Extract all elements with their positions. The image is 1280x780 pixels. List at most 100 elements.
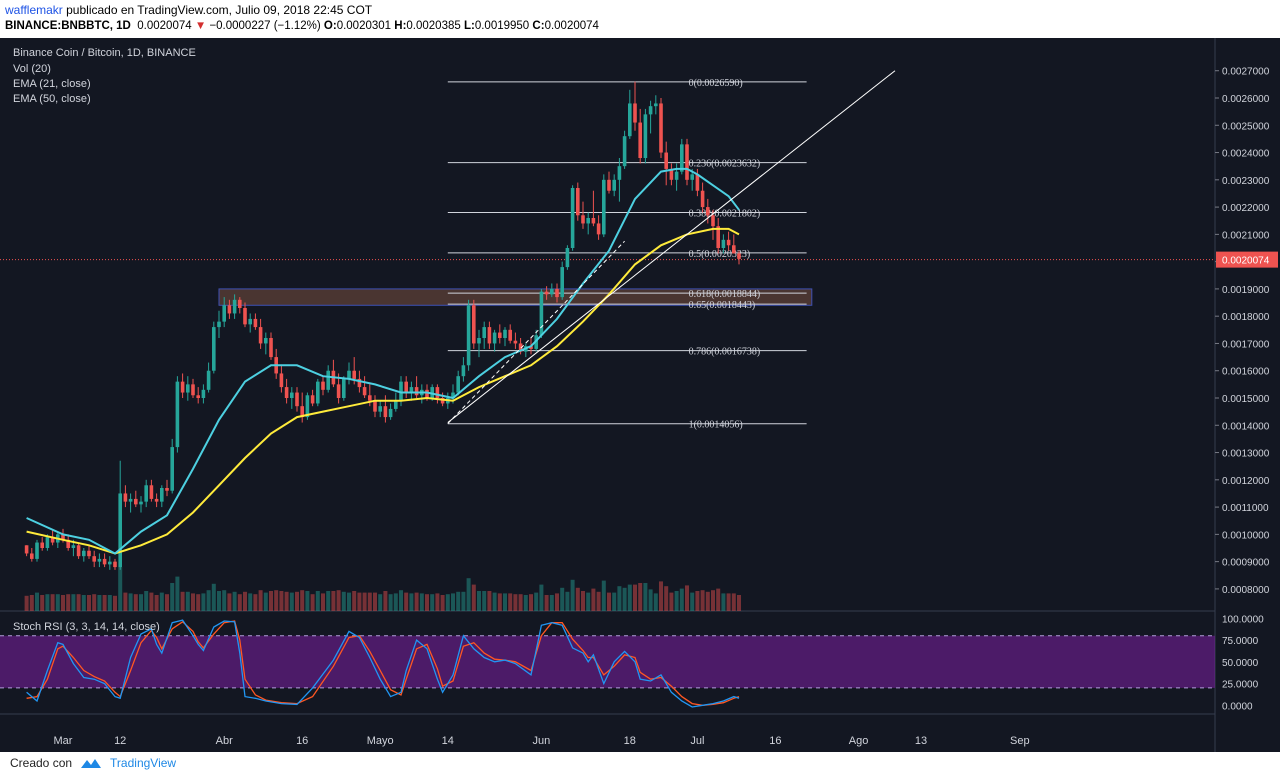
volume-bar <box>726 593 731 611</box>
volume-bar <box>477 591 481 611</box>
candle-body <box>87 550 91 557</box>
candle-body <box>612 179 616 191</box>
stoch-band <box>0 635 1215 688</box>
fib-level-label: 0.618(0.0018844) <box>689 289 761 300</box>
symbol-label: BINANCE:BNBBTC, 1D <box>5 20 131 32</box>
price-axis-label: 0.0011000 <box>1222 503 1269 514</box>
candle-body <box>378 406 382 412</box>
volume-bar <box>456 591 461 611</box>
candle-body <box>659 103 663 153</box>
open-value: 0.0020301 <box>336 20 392 32</box>
volume-bar <box>123 592 128 611</box>
price-axis-label: 0.0013000 <box>1222 449 1270 460</box>
volume-bar <box>711 590 715 611</box>
volume-bar <box>539 584 544 611</box>
volume-bar <box>466 578 471 611</box>
candle-body <box>123 493 128 502</box>
candle-body <box>565 248 570 268</box>
time-axis-label: Abr <box>216 735 233 747</box>
volume-bar <box>97 595 102 611</box>
volume-bar <box>570 579 575 611</box>
volume-bar <box>133 594 138 611</box>
legend-ema21[interactable]: EMA (21, close) <box>13 78 91 90</box>
legend-ema50[interactable]: EMA (50, close) <box>13 93 91 105</box>
volume-bar <box>102 595 107 611</box>
candle-body <box>279 373 284 388</box>
volume-bar <box>497 593 502 611</box>
candle-body <box>482 327 486 338</box>
candle-body <box>456 376 460 393</box>
volume-bar <box>487 591 492 611</box>
chart-canvas[interactable]: 0(0.0026590) 0.236(0.0023632) 0.382(0.0021… <box>0 38 1280 752</box>
volume-bar <box>622 587 627 611</box>
price-axis-label: 0.0027000 <box>1222 67 1270 78</box>
high-value: 0.0020385 <box>406 20 461 32</box>
volume-bar <box>222 590 227 611</box>
candle-body <box>212 327 216 371</box>
volume-bar <box>149 592 154 611</box>
volume-bar <box>612 592 617 611</box>
volume-bar <box>518 594 523 611</box>
volume-bar <box>679 588 684 611</box>
author-link[interactable]: wafflemakr <box>5 3 63 17</box>
volume-bar <box>76 594 81 611</box>
candle-body <box>102 558 107 565</box>
candle-body <box>264 338 268 344</box>
volume-bar <box>29 595 34 611</box>
volume-bar <box>310 594 315 611</box>
volume-bar <box>367 592 372 611</box>
legend-volume[interactable]: Vol (20) <box>13 63 51 75</box>
candle-body <box>711 215 715 227</box>
candle-body <box>498 332 502 338</box>
volume-bar <box>71 594 76 611</box>
candle-body <box>721 239 726 248</box>
volume-bar <box>227 593 232 611</box>
candle-body <box>66 539 70 548</box>
volume-bar <box>50 594 55 611</box>
axes-group: 0.0027000 0.0026000 0.0025000 0.0024000 0.00… <box>54 67 1278 747</box>
volume-bar <box>414 592 419 611</box>
stoch-axis-label: 25.0000 <box>1222 680 1259 691</box>
volume-bar <box>388 594 393 611</box>
candle-body <box>326 370 330 390</box>
volume-bar <box>690 592 695 611</box>
candle-body <box>700 190 705 208</box>
price-axis-label: 0.0012000 <box>1222 476 1270 487</box>
volume-bar <box>399 590 403 611</box>
volume-bar <box>529 594 533 611</box>
chart-background <box>0 38 1215 714</box>
candle-body <box>664 152 668 169</box>
candle-body <box>35 542 39 559</box>
candle-body <box>591 218 596 224</box>
volume-bar <box>508 593 513 611</box>
candle-body <box>544 291 549 295</box>
volume-bar <box>274 590 279 611</box>
current-price-tag <box>1216 251 1278 268</box>
volume-bar <box>544 595 549 611</box>
candle-body <box>232 299 237 314</box>
stoch-axis-label: 50.0000 <box>1222 658 1259 669</box>
volume-bar <box>503 593 507 611</box>
volume-bar <box>243 591 247 611</box>
volume-bar <box>373 592 377 611</box>
candle-body <box>165 488 169 491</box>
candle-body <box>217 321 221 328</box>
trendline-group[interactable] <box>447 70 896 424</box>
candle-body <box>628 103 632 137</box>
volume-bar <box>201 593 206 611</box>
candle-body <box>586 218 590 224</box>
stoch-d-line <box>26 620 740 706</box>
legend-stoch-rsi[interactable]: Stoch RSI (3, 3, 14, 14, close) <box>13 621 160 633</box>
time-axis-bg <box>0 714 1215 752</box>
stoch-axis-label: 75.0000 <box>1222 636 1259 647</box>
time-axis-label: Jun <box>533 735 551 747</box>
low-label: L: <box>463 20 475 32</box>
price-axis-label: 0.0025000 <box>1222 121 1270 132</box>
candle-body <box>316 381 320 404</box>
candle-body <box>61 534 65 540</box>
candle-body <box>404 381 408 393</box>
time-axis-label: Mayo <box>367 735 394 747</box>
tradingview-link[interactable]: TradingView <box>110 756 177 770</box>
candle-body <box>243 308 247 325</box>
candle-body <box>706 207 710 216</box>
